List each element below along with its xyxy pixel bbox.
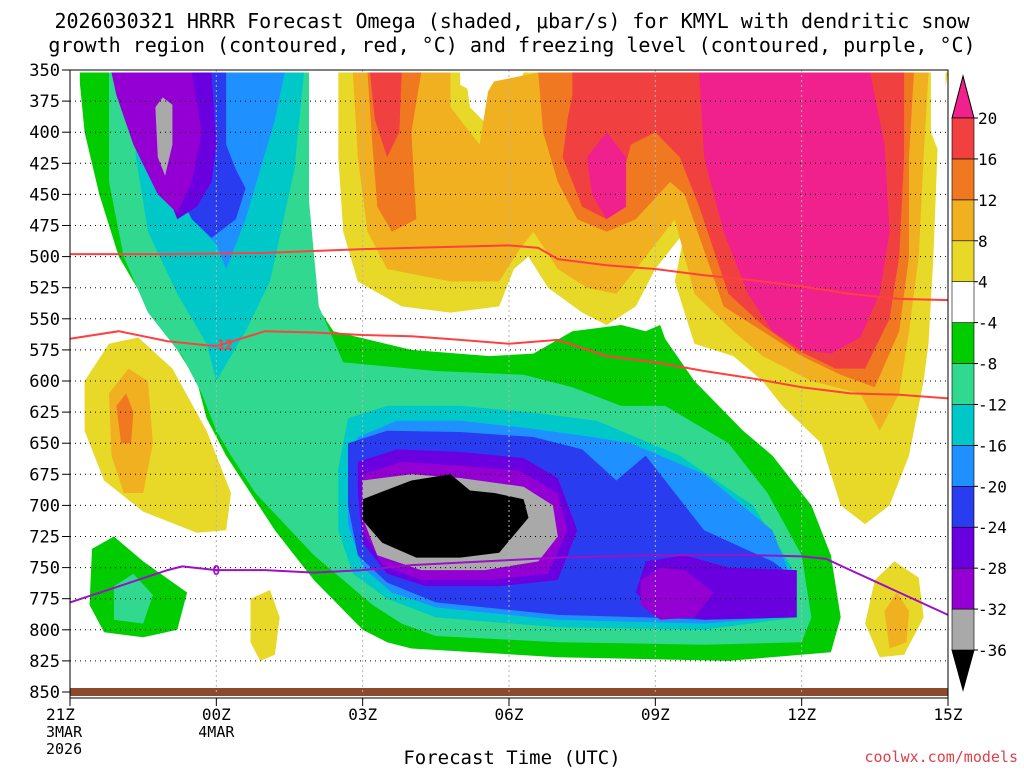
y-tick-label-825: 825 [29, 652, 60, 672]
colorbar: 20 16 12 8 4 -4 -8 -12 -16 -20 -24 -28 -32 -36 [951, 74, 1007, 692]
x-tick-sublabel-3: 4MAR [198, 723, 235, 741]
y-tick-label-375: 375 [29, 92, 60, 112]
omega-region-32 [699, 72, 890, 354]
colorbar-swatch-6 [951, 363, 975, 405]
y-tick-label-750: 750 [29, 559, 60, 579]
colorbar-swatch-2 [951, 526, 975, 569]
chart-title-line-1: 2026030321 HRRR Forecast Omega (shaded, … [54, 9, 970, 33]
x-tick-year-0: 2026 [46, 740, 82, 758]
y-tick-label-700: 700 [29, 496, 60, 516]
y-tick-label-800: 800 [29, 621, 60, 641]
y-tick-label-650: 650 [29, 434, 60, 454]
x-tick-label-0: 21Z [46, 705, 75, 724]
colorbar-min-triangle [951, 649, 975, 692]
y-tick-label-525: 525 [29, 279, 60, 299]
colorbar-swatch-12 [951, 117, 975, 160]
x-tick-label-18: 15Z [934, 705, 963, 724]
x-tick-label-12: 09Z [641, 705, 670, 724]
omega-region-31 [587, 132, 627, 220]
colorbar-label-0: 20 [978, 109, 997, 128]
y-tick-label-550: 550 [29, 310, 60, 330]
colorbar-label-1: 16 [978, 150, 997, 169]
omega-region-28 [116, 393, 134, 444]
colorbar-max-triangle [951, 74, 975, 119]
omega-shading [79, 72, 948, 661]
y-tick-label-425: 425 [29, 154, 60, 174]
y-tick-label-350: 350 [29, 61, 60, 81]
freezing-level-line-label: 0 [212, 564, 220, 579]
y-tick-label-475: 475 [29, 217, 60, 237]
omega-region-33 [460, 72, 500, 98]
isotherm-minus15-line [70, 244, 949, 302]
y-tick-label-675: 675 [29, 465, 60, 485]
x-tick-sublabel-0: 3MAR [46, 723, 83, 741]
temperature-contours: -12 0 [69, 244, 949, 616]
omega-region-29 [370, 72, 402, 158]
freezing-level-line [69, 554, 949, 616]
y-tick-label-400: 400 [29, 123, 60, 143]
x-tick-label-6: 03Z [348, 705, 377, 724]
y-tick-label-450: 450 [29, 185, 60, 205]
y-axis: 350 375 400 425 450 475 500 525 550 575 600 625 650 6… [29, 61, 70, 703]
omega-region-17 [155, 97, 173, 176]
y-tick-label-725: 725 [29, 528, 60, 548]
watermark: coolwx.com/models [864, 748, 1018, 766]
grid-lines [70, 70, 948, 692]
colorbar-label-2: 12 [978, 191, 997, 210]
omega-region-21 [250, 590, 280, 661]
colorbar-swatch-0 [951, 608, 975, 651]
colorbar-swatch-7 [951, 322, 975, 364]
colorbar-swatch-11 [951, 158, 975, 201]
x-tick-label-9: 06Z [495, 705, 524, 724]
colorbar-label-12: -32 [978, 600, 1007, 619]
y-tick-label-600: 600 [29, 372, 60, 392]
colorbar-label-7: -12 [978, 395, 1007, 414]
chart-title-line-2: growth region (contoured, red, °C) and f… [48, 33, 975, 57]
omega-region-25 [884, 592, 909, 649]
colorbar-swatch-5 [951, 404, 975, 446]
isotherm-minus12-line-label: -12 [209, 339, 232, 354]
colorbar-label-5: -4 [978, 314, 997, 333]
y-tick-label-775: 775 [29, 590, 60, 610]
omega-region-13 [111, 72, 202, 214]
y-tick-label-575: 575 [29, 341, 60, 361]
colorbar-label-8: -16 [978, 436, 1007, 455]
colorbar-swatch-8 [951, 281, 975, 323]
colorbar-label-13: -36 [978, 641, 1007, 660]
omega-region-3 [113, 573, 153, 624]
colorbar-label-4: 4 [978, 273, 988, 292]
colorbar-swatch-9 [951, 240, 975, 282]
colorbar-label-3: 8 [978, 232, 988, 251]
y-tick-label-500: 500 [29, 248, 60, 268]
colorbar-label-6: -8 [978, 355, 997, 374]
colorbar-swatch-4 [951, 445, 975, 487]
omega-region-15 [640, 567, 714, 620]
y-tick-label-850: 850 [29, 683, 60, 703]
omega-region-34 [930, 72, 946, 170]
colorbar-label-9: -20 [978, 477, 1007, 496]
y-tick-label-625: 625 [29, 403, 60, 423]
colorbar-label-11: -28 [978, 559, 1007, 578]
colorbar-swatch-10 [951, 199, 975, 242]
colorbar-swatch-3 [951, 486, 975, 528]
x-axis-label: Forecast Time (UTC) [403, 747, 620, 768]
isotherm-minus12-line [69, 330, 949, 400]
colorbar-label-10: -24 [978, 518, 1007, 537]
x-tick-label-15: 12Z [787, 705, 816, 724]
x-tick-label-3: 00Z [202, 705, 231, 724]
colorbar-swatch-1 [951, 567, 975, 610]
omega-region-18 [362, 474, 529, 558]
